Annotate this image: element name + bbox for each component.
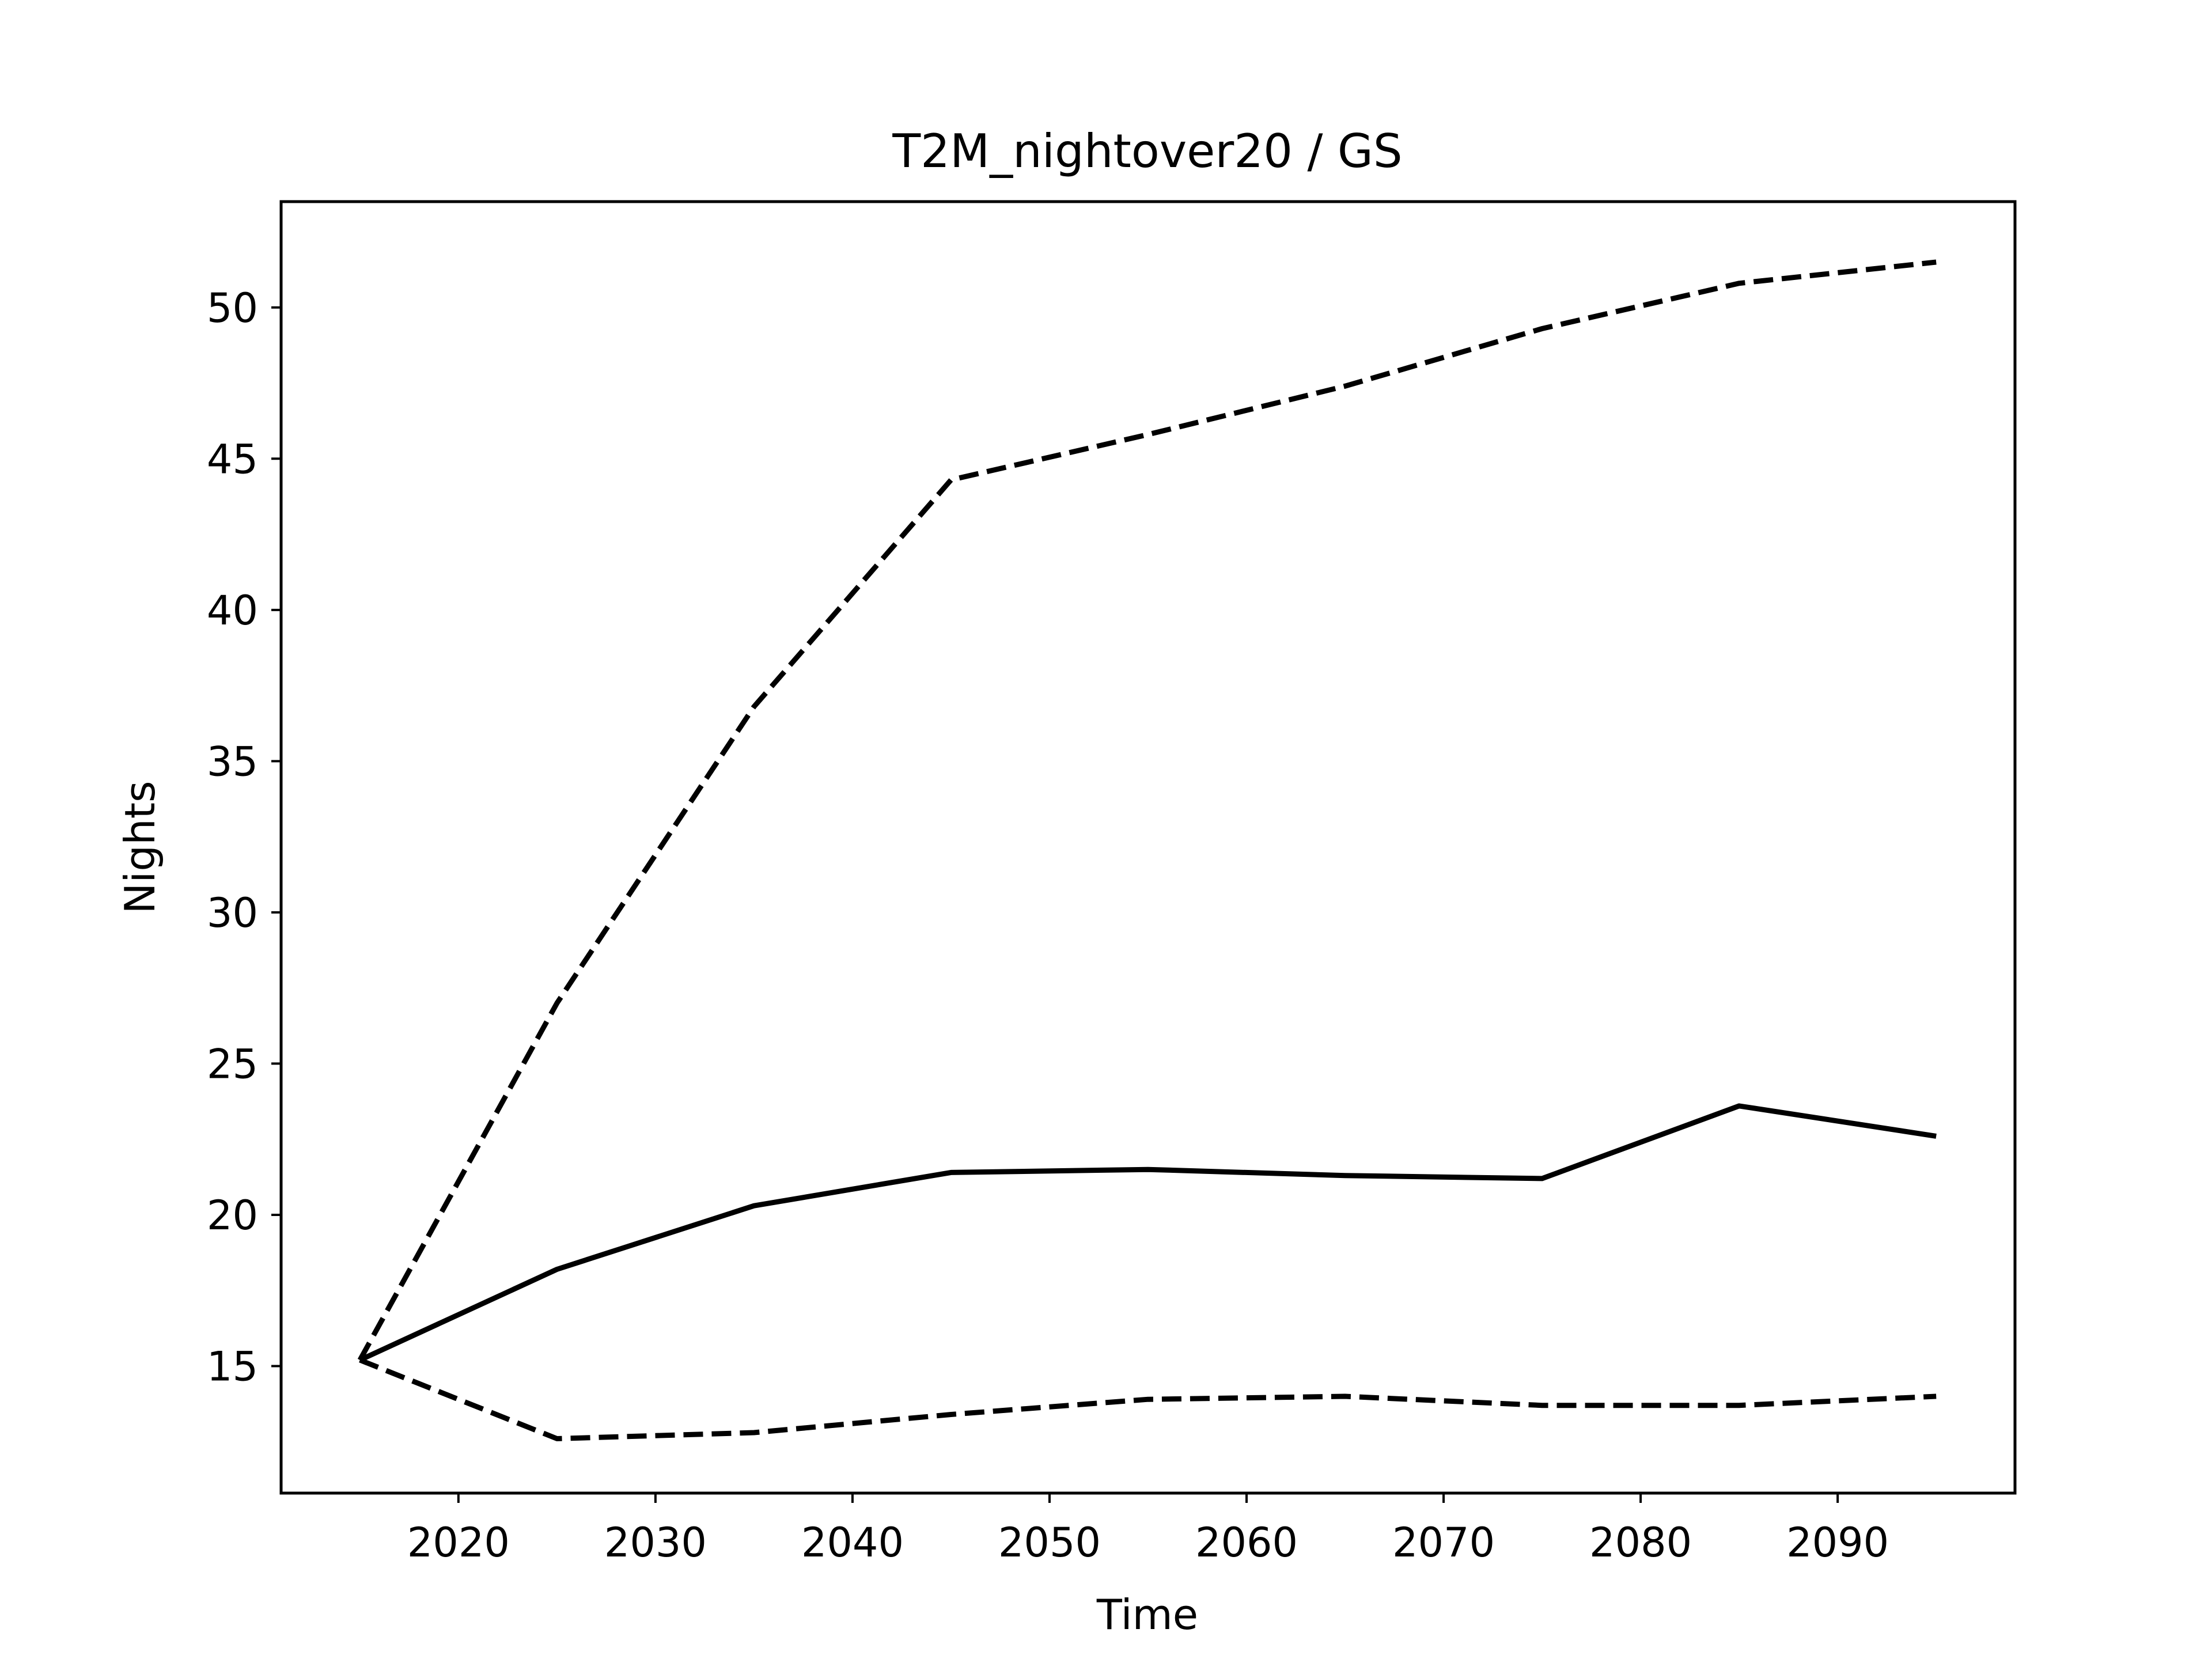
series-layer: [357, 259, 1937, 1441]
y-tick-label: 25: [207, 1040, 258, 1088]
y-axis: 15 20 25 30 35 40 45 50: [207, 285, 281, 1390]
y-tick-label: 45: [207, 435, 258, 483]
series-line-3-dashed: [359, 1357, 1937, 1441]
y-axis-label: Nights: [116, 781, 164, 914]
plot-frame: [279, 200, 2017, 1495]
x-tick-label: 2020: [407, 1519, 510, 1566]
x-tick-label: 2090: [1786, 1519, 1889, 1566]
series-line-2-dashed: [357, 259, 1937, 1362]
y-tick-label: 30: [207, 889, 258, 937]
y-tick-label: 15: [207, 1343, 258, 1390]
y-tick-label: 40: [207, 587, 258, 634]
x-tick-label: 2070: [1392, 1519, 1495, 1566]
series-line-1-solid: [358, 1103, 1937, 1363]
x-tick-label: 2060: [1195, 1519, 1298, 1566]
y-tick-label: 35: [207, 738, 258, 785]
y-tick-label: 50: [207, 285, 258, 332]
x-tick-label: 2030: [604, 1519, 707, 1566]
x-tick-label: 2050: [998, 1519, 1101, 1566]
chart-title: T2M_nightover20 / GS: [892, 124, 1402, 178]
x-tick-label: 2080: [1589, 1519, 1692, 1566]
x-tick-label: 2040: [801, 1519, 904, 1566]
x-axis: 2020 2030 2040 2050 2060 2070 2080 2090: [407, 1493, 1889, 1566]
x-axis-label: Time: [1096, 1590, 1198, 1639]
y-tick-label: 20: [207, 1192, 258, 1239]
